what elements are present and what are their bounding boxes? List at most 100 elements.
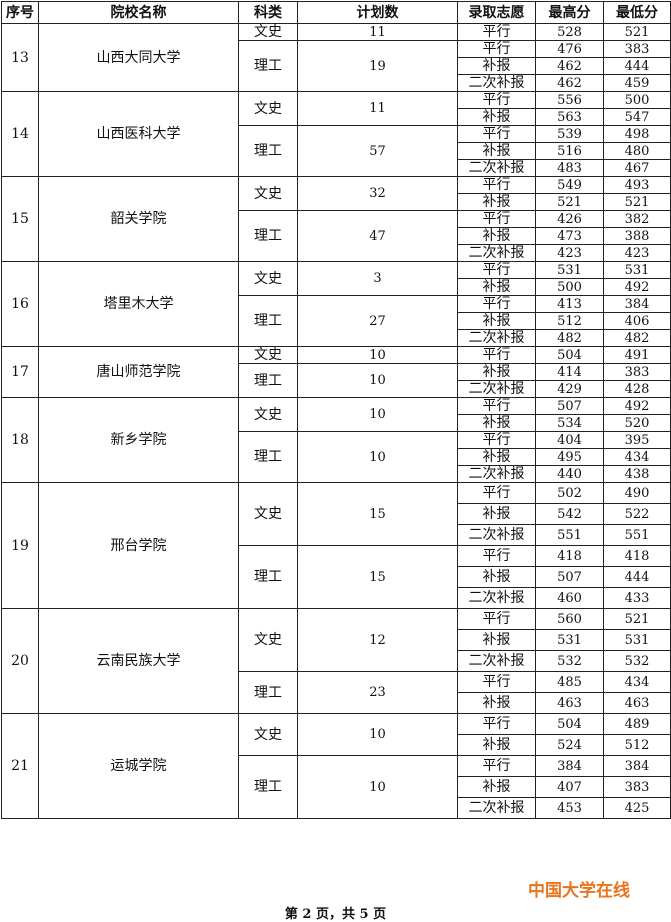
table-row: 理工 10 补报 414 383 <box>2 363 671 398</box>
min-score: 406 <box>603 312 671 330</box>
min-score: 531 <box>603 629 671 651</box>
plan-count: 27 <box>297 295 458 347</box>
max-score: 440 <box>535 465 604 483</box>
table-row: 补报 521 521 <box>2 193 671 211</box>
admission-type: 平行 <box>457 91 536 109</box>
min-score: 395 <box>603 431 671 449</box>
min-score: 425 <box>603 797 671 819</box>
school-name: 山西医科大学 <box>38 91 239 177</box>
admission-score-table: 序号 院校名称 科类 计划数 录取志愿 最高分 最低分 13 山西大同大学 文史 11 平行 528 5… <box>1 1 671 819</box>
min-score: 521 <box>603 23 671 41</box>
header-col-plan: 计划数 <box>297 1 458 24</box>
max-score: 534 <box>535 414 604 432</box>
max-score: 551 <box>535 524 604 546</box>
admission-type: 二次补报 <box>457 329 536 347</box>
school-name: 新乡学院 <box>38 397 239 483</box>
table-row: 15 韶关学院 文史 32 平行 549 493 <box>1 176 671 262</box>
max-score: 560 <box>535 608 604 630</box>
subject-category: 理工 <box>238 671 298 714</box>
max-score: 500 <box>535 278 604 296</box>
subject-category: 文史 <box>238 91 298 126</box>
admission-type: 二次补报 <box>457 74 536 92</box>
admission-type: 平行 <box>457 671 536 693</box>
min-score: 492 <box>603 278 671 296</box>
min-score: 384 <box>603 755 671 777</box>
plan-count: 10 <box>297 397 458 432</box>
max-score: 495 <box>535 448 604 466</box>
table-row: 补报 534 520 <box>2 414 671 432</box>
max-score: 413 <box>535 295 604 313</box>
min-score: 444 <box>603 57 671 75</box>
plan-count: 10 <box>297 755 458 819</box>
table-row: 20 云南民族大学 文史 12 平行 560 521 <box>1 608 671 714</box>
admission-type: 补报 <box>457 278 536 296</box>
school-name: 邢台学院 <box>38 482 239 609</box>
max-score: 531 <box>535 261 604 279</box>
admission-type: 二次补报 <box>457 587 536 609</box>
admission-type: 平行 <box>457 755 536 777</box>
school-number: 20 <box>1 608 39 714</box>
max-score: 404 <box>535 431 604 449</box>
plan-count: 3 <box>297 261 458 296</box>
plan-count: 32 <box>297 176 458 211</box>
plan-count: 12 <box>297 608 458 672</box>
max-score: 462 <box>535 57 604 75</box>
school-number: 13 <box>1 23 39 92</box>
subject-category: 文史 <box>238 482 298 546</box>
admission-type: 二次补报 <box>457 159 536 177</box>
subject-category: 文史 <box>238 397 298 432</box>
min-score: 500 <box>603 91 671 109</box>
max-score: 384 <box>535 755 604 777</box>
table-row: 17 唐山师范学院 文史 10 平行 504 491 <box>1 346 671 398</box>
max-score: 528 <box>535 23 604 41</box>
min-score: 480 <box>603 142 671 160</box>
school-name: 运城学院 <box>38 713 239 819</box>
admission-type: 二次补报 <box>457 524 536 546</box>
min-score: 489 <box>603 713 671 735</box>
header-col-admission-type: 录取志愿 <box>457 1 536 24</box>
school-number: 21 <box>1 713 39 819</box>
max-score: 473 <box>535 227 604 245</box>
plan-count: 11 <box>297 91 458 126</box>
min-score: 498 <box>603 125 671 143</box>
table-row: 补报 524 512 <box>2 734 671 756</box>
min-score: 428 <box>603 380 671 398</box>
subject-category: 理工 <box>238 755 298 819</box>
plan-count: 10 <box>297 363 458 398</box>
min-score: 383 <box>603 40 671 58</box>
table-row: 二次补报 423 423 <box>2 244 671 262</box>
max-score: 563 <box>535 108 604 126</box>
min-score: 512 <box>603 734 671 756</box>
admission-type: 补报 <box>457 776 536 798</box>
table-header-row: 序号 院校名称 科类 计划数 录取志愿 最高分 最低分 <box>1 1 671 24</box>
admission-type: 平行 <box>457 210 536 228</box>
school-number: 19 <box>1 482 39 609</box>
subject-category: 文史 <box>238 346 298 364</box>
max-score: 531 <box>535 629 604 651</box>
plan-count: 23 <box>297 671 458 714</box>
max-score: 426 <box>535 210 604 228</box>
admission-type: 补报 <box>457 414 536 432</box>
admission-type: 补报 <box>457 142 536 160</box>
max-score: 516 <box>535 142 604 160</box>
school-number: 17 <box>1 346 39 398</box>
table-row: 理工 10 平行 384 384 <box>2 755 671 819</box>
table-row: 18 新乡学院 文史 10 平行 507 492 <box>1 397 671 483</box>
max-score: 549 <box>535 176 604 194</box>
max-score: 542 <box>535 503 604 525</box>
max-score: 502 <box>535 482 604 504</box>
admission-type: 平行 <box>457 397 536 415</box>
min-score: 547 <box>603 108 671 126</box>
min-score: 491 <box>603 346 671 364</box>
min-score: 520 <box>603 414 671 432</box>
min-score: 492 <box>603 397 671 415</box>
min-score: 521 <box>603 608 671 630</box>
page-number: 第 2 页，共 5 页 <box>284 907 387 922</box>
school-number: 16 <box>1 261 39 347</box>
max-score: 504 <box>535 713 604 735</box>
subject-category: 文史 <box>238 713 298 756</box>
min-score: 551 <box>603 524 671 546</box>
admission-type: 平行 <box>457 23 536 41</box>
school-name: 韶关学院 <box>38 176 239 262</box>
min-score: 434 <box>603 671 671 693</box>
